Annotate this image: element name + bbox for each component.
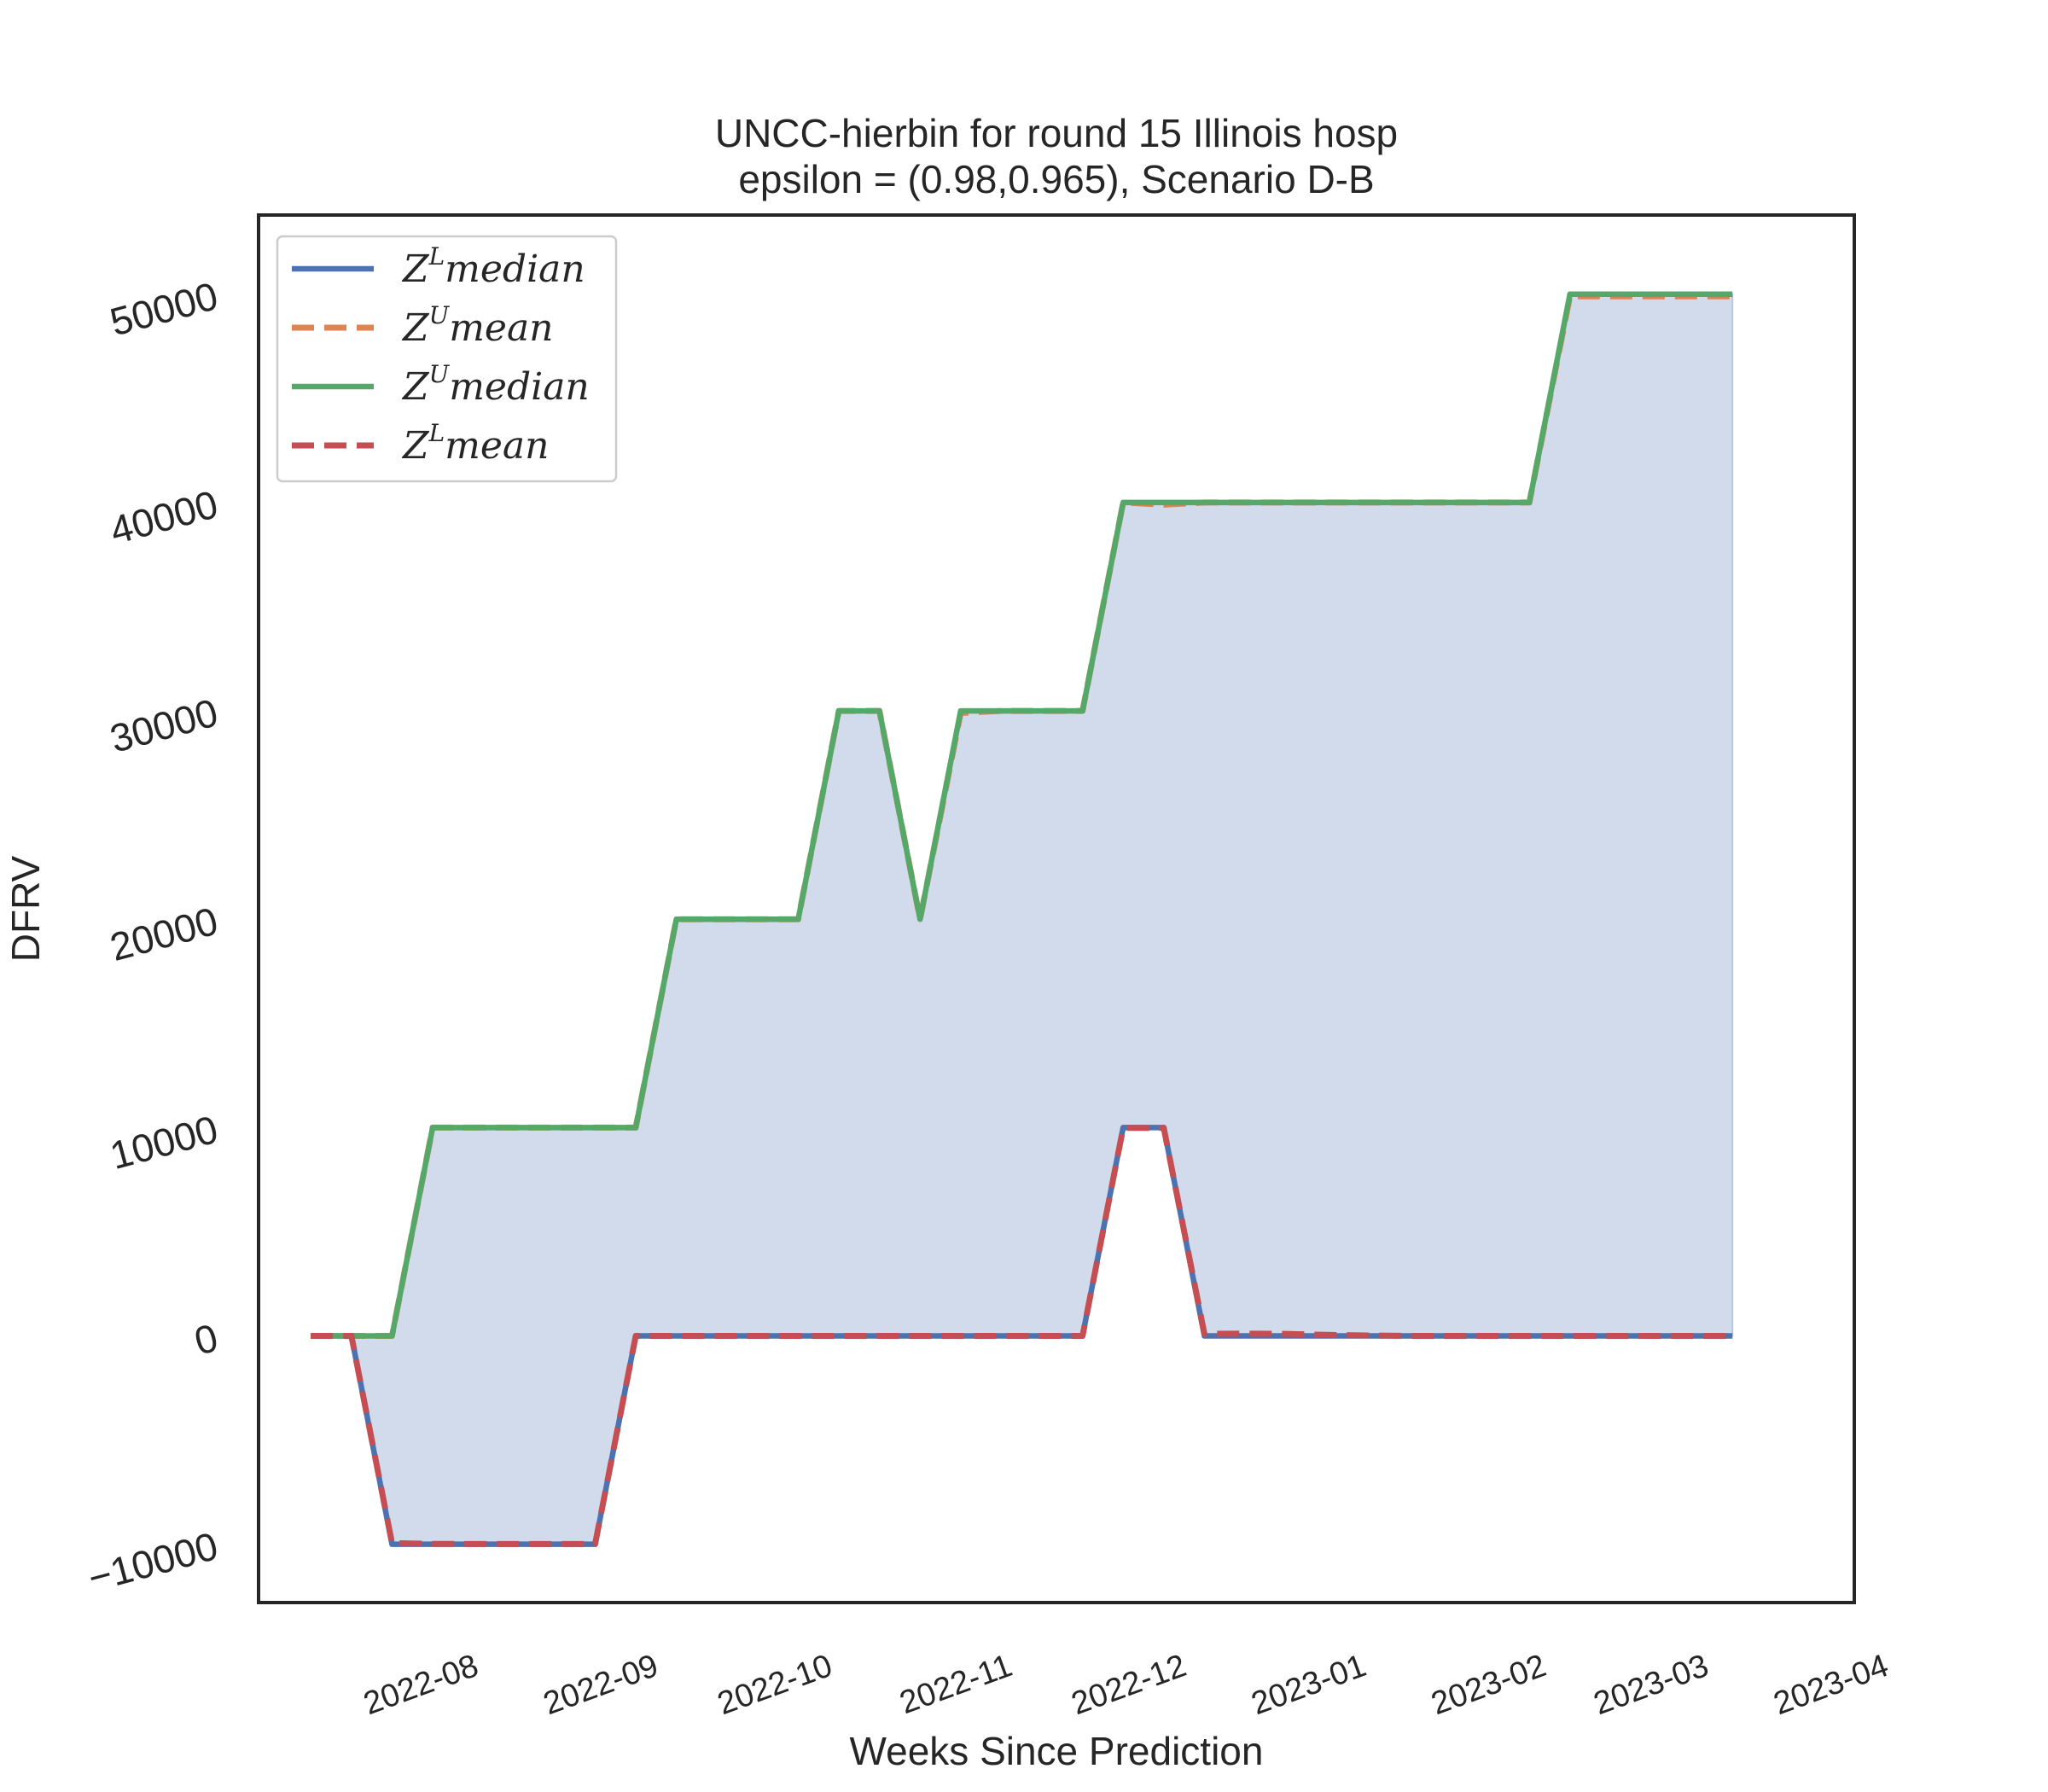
y-tick-label: 0 <box>189 1315 222 1364</box>
legend-label-z-l-mean: ZLmean <box>401 419 550 468</box>
series-layer <box>311 291 1733 1547</box>
plot-area <box>257 213 1856 1604</box>
series-line-z-l-mean <box>311 1125 1733 1547</box>
x-tick-label: 2023-02 <box>1427 1648 1551 1722</box>
legend-label-z-l-median: ZLmedian <box>401 242 585 291</box>
x-tick-label: 2022-12 <box>1067 1648 1190 1722</box>
y-tick-label: 40000 <box>106 481 223 552</box>
plot-frame <box>257 213 1856 1604</box>
x-tick-label: 2022-10 <box>713 1648 836 1722</box>
legend-items: ZLmedian ZUmean ZUmedian ZLmean <box>292 242 590 468</box>
x-tick-label: 2023-01 <box>1247 1648 1370 1722</box>
x-tick-label: 2023-03 <box>1589 1648 1713 1722</box>
y-tick-label: 20000 <box>106 899 223 969</box>
legend-frame <box>276 235 618 483</box>
y-tick-label: 10000 <box>106 1107 223 1178</box>
x-tick-label: 2022-08 <box>359 1648 483 1722</box>
legend-label-z-u-mean: ZUmean <box>401 301 554 350</box>
x-tick-label: 2022-09 <box>538 1648 662 1722</box>
legend: ZLmedian ZUmean ZUmedian ZLmean <box>276 235 618 483</box>
chart-title: UNCC-hierbin for round 15 Illinois hosp <box>715 111 1398 155</box>
x-tick-label: 2023-04 <box>1769 1648 1893 1722</box>
y-axis-label: DFRV <box>3 855 48 962</box>
legend-label-z-u-median: ZUmedian <box>401 360 590 409</box>
series-line-z-u-median <box>311 291 1733 1339</box>
y-axis: −10000 0 10000 20000 30000 40000 50000 <box>84 273 223 1600</box>
x-tick-label: 2022-11 <box>895 1648 1017 1721</box>
y-tick-label: 50000 <box>106 273 223 344</box>
y-tick-label: 30000 <box>106 689 223 760</box>
x-axis-label: Weeks Since Prediction <box>850 1729 1264 1773</box>
x-axis: 2022-08 2022-09 2022-10 2022-11 2022-12 2023-… <box>359 1648 1894 1722</box>
y-tick-label: −10000 <box>84 1523 223 1600</box>
chart-subtitle: epsilon = (0.98,0.965), Scenario D-B <box>738 157 1374 201</box>
